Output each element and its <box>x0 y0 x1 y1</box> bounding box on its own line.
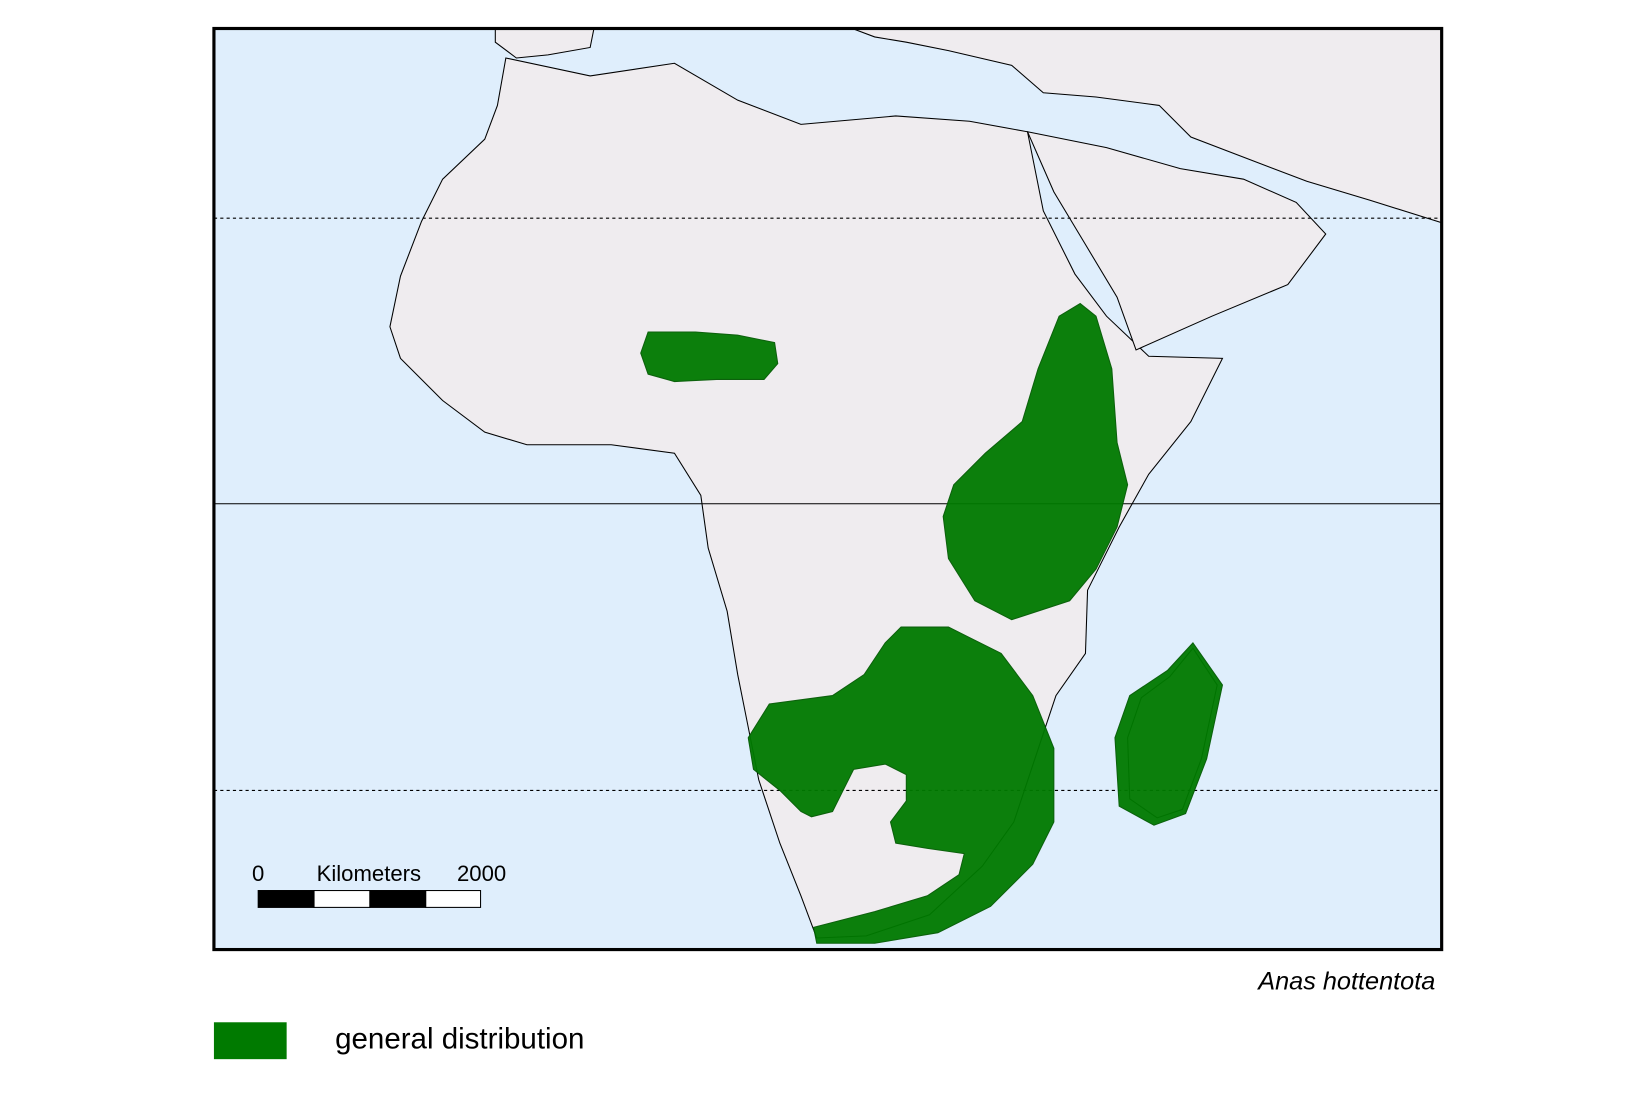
distribution-area <box>1114 642 1224 826</box>
land-arabia <box>1026 131 1327 351</box>
distribution-area <box>942 302 1129 621</box>
land-europe <box>494 28 595 59</box>
legend-label: general distribution <box>335 1023 584 1056</box>
legend-swatch <box>213 1022 287 1060</box>
land-asia <box>850 28 1442 224</box>
species-name: Anas hottentota <box>1256 968 1435 996</box>
scale-segment <box>369 890 427 908</box>
distribution-area <box>747 626 1055 944</box>
scale-end: 2000 <box>457 861 506 886</box>
map-body <box>213 28 1442 950</box>
scale-segment <box>313 890 371 908</box>
scale-bar <box>257 890 482 908</box>
scale-segment <box>257 890 315 908</box>
distribution-area <box>640 331 779 383</box>
scale-unit: Kilometers <box>317 861 422 886</box>
scale-start: 0 <box>252 861 264 886</box>
scale-segment <box>425 890 482 908</box>
map-frame <box>212 26 1444 952</box>
